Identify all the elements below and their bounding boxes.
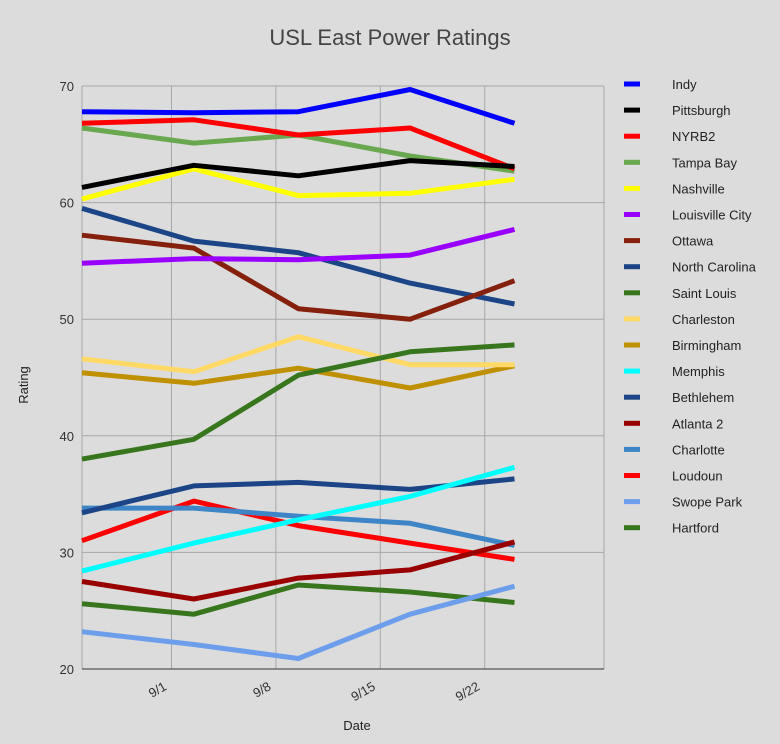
legend-label: Atlanta 2 xyxy=(672,416,723,431)
legend-item-saint-louis: Saint Louis xyxy=(624,286,737,301)
series-line-louisville-city xyxy=(81,226,516,266)
legend-label: Saint Louis xyxy=(672,286,737,301)
gridlines xyxy=(81,85,605,670)
y-tick-label: 70 xyxy=(60,79,74,94)
x-tick-label: 9/1 xyxy=(146,679,169,701)
series-line-charleston xyxy=(81,334,515,375)
legend-label: North Carolina xyxy=(672,260,757,275)
legend-item-indy: Indy xyxy=(624,77,697,92)
legend-item-tampa-bay: Tampa Bay xyxy=(624,155,738,170)
series-line-ottawa xyxy=(81,232,516,322)
legend-item-birmingham: Birmingham xyxy=(624,338,741,353)
legend-label: Swope Park xyxy=(672,495,743,510)
legend-item-nyrb2: NYRB2 xyxy=(624,129,715,144)
x-axis-label: Date xyxy=(343,718,370,733)
chart-title: USL East Power Ratings xyxy=(269,25,510,50)
legend-item-nashville: Nashville xyxy=(624,181,725,196)
legend-item-louisville-city: Louisville City xyxy=(624,208,752,223)
series-line-atlanta-2 xyxy=(81,539,516,602)
series-lines xyxy=(81,87,516,661)
legend-item-bethlehem: Bethlehem xyxy=(624,390,734,405)
series-line-memphis xyxy=(81,464,516,574)
legend-label: Pittsburgh xyxy=(672,103,731,118)
legend-item-charleston: Charleston xyxy=(624,312,735,327)
legend-item-memphis: Memphis xyxy=(624,364,725,379)
y-axis-label: Rating xyxy=(16,366,31,404)
legend-item-north-carolina: North Carolina xyxy=(624,260,757,275)
y-tick-label: 20 xyxy=(60,662,74,677)
legend-label: Birmingham xyxy=(672,338,741,353)
legend-label: Charlotte xyxy=(672,442,725,457)
legend-item-swope-park: Swope Park xyxy=(624,495,743,510)
x-tick-label: 9/15 xyxy=(348,679,377,705)
legend-label: Nashville xyxy=(672,181,725,196)
legend-label: Tampa Bay xyxy=(672,155,738,170)
legend-label: Bethlehem xyxy=(672,390,734,405)
legend-label: Louisville City xyxy=(672,208,752,223)
legend-label: Ottawa xyxy=(672,234,714,249)
y-tick-label: 40 xyxy=(60,429,74,444)
series-line-nyrb2 xyxy=(81,117,516,172)
legend-label: Hartford xyxy=(672,521,719,536)
x-tick-label: 9/8 xyxy=(250,679,273,701)
legend-item-ottawa: Ottawa xyxy=(624,234,714,249)
series-line-indy xyxy=(81,87,516,126)
series-line-saint-louis xyxy=(81,342,515,462)
series-line-charlotte xyxy=(82,505,516,548)
legend-item-hartford: Hartford xyxy=(624,521,719,536)
legend-item-pittsburgh: Pittsburgh xyxy=(624,103,731,118)
x-tick-label: 9/22 xyxy=(453,679,482,705)
x-axis-ticks: 9/1 9/8 9/15 9/22 xyxy=(146,679,482,705)
legend-item-atlanta-2: Atlanta 2 xyxy=(624,416,723,431)
series-line-nashville xyxy=(81,166,515,202)
y-tick-label: 60 xyxy=(60,196,74,211)
legend-label: NYRB2 xyxy=(672,129,715,144)
series-line-hartford xyxy=(81,582,515,617)
y-tick-label: 30 xyxy=(60,545,74,560)
legend-label: Charleston xyxy=(672,312,735,327)
legend-label: Indy xyxy=(672,77,697,92)
legend-label: Memphis xyxy=(672,364,725,379)
y-tick-label: 50 xyxy=(60,312,74,327)
series-line-swope-park xyxy=(81,583,516,661)
series-line-north-carolina xyxy=(81,206,515,307)
y-axis-ticks: 20 30 40 50 60 70 xyxy=(60,79,74,677)
series-line-birmingham xyxy=(81,363,516,391)
series-line-loudoun xyxy=(81,498,515,562)
legend-item-charlotte: Charlotte xyxy=(624,442,725,457)
legend-label: Loudoun xyxy=(672,469,723,484)
series-line-pittsburgh xyxy=(81,158,515,190)
legend: Indy Pittsburgh NYRB2 Tampa Bay Nashville Lou… xyxy=(624,77,757,536)
legend-item-loudoun: Loudoun xyxy=(624,469,723,484)
